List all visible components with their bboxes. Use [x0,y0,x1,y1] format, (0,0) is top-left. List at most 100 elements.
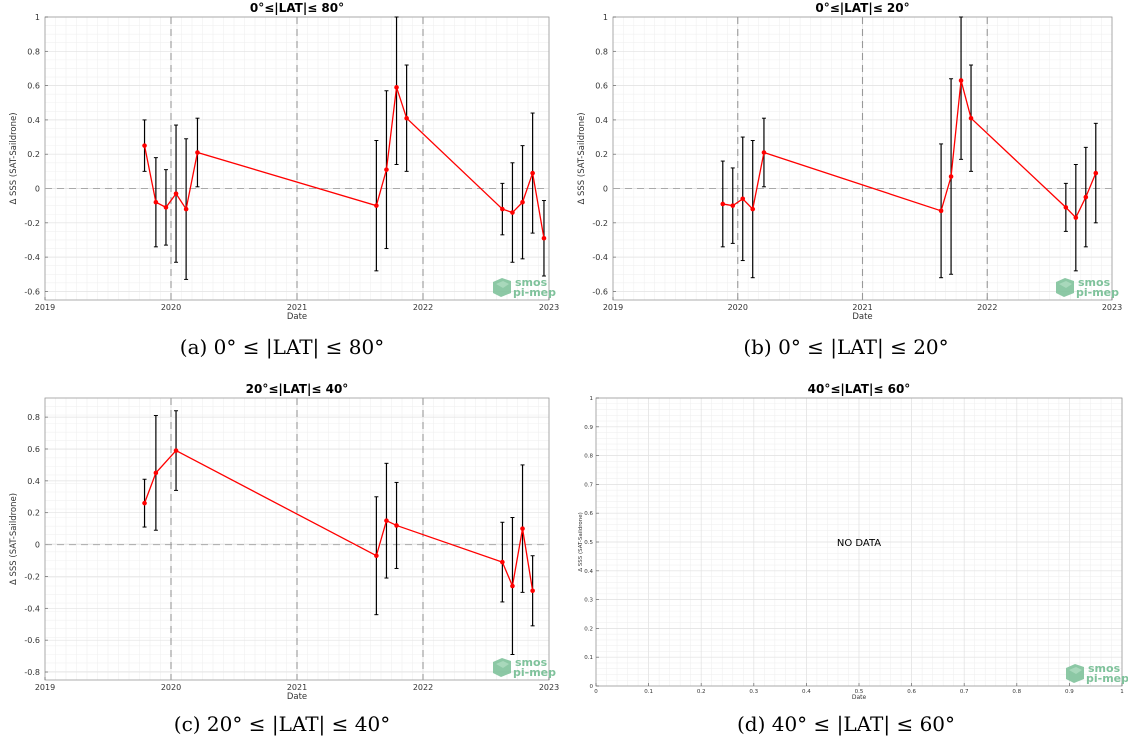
panel-c: 20°≤|LAT|≤ 40° 2019 2020 2021 2022 2023 -0.8 -0… [0,374,564,749]
y-tick-label: -0.4 [24,253,40,262]
y-tick-label: 0.5 [584,540,593,546]
y-tick-label: 0.4 [27,116,40,125]
data-point [510,210,515,215]
y-tick-label: 1 [590,396,594,402]
y-tick-label: 1 [35,13,40,22]
x-axis-label: Date [287,692,307,702]
data-point [394,85,399,90]
logo-icon-facet [1059,281,1072,288]
data-point [510,583,515,589]
data-point [404,115,409,121]
y-tick-label: 0 [603,185,608,194]
y-axis-label: Δ SSS (SAT-Saildrone) [578,512,584,572]
y-tick-label: 0.6 [27,445,40,454]
data-point [142,500,147,506]
y-tick-label: 0.2 [595,150,608,159]
data-point [938,208,944,214]
data-point [1093,170,1099,176]
data-point [183,206,189,212]
chart-d: 40°≤|LAT|≤ 60° 0 0.1 0.2 0.3 0.4 0.5 0.6 0.7 0.8 0… [578,382,1128,701]
x-tick-label: 2023 [1102,303,1122,312]
logo-line1: smos [1088,662,1121,675]
data-point [1073,215,1079,220]
data-point [530,170,535,176]
data-point [750,206,756,212]
y-tick-label: 0.2 [584,626,593,632]
y-tick-label: -0.6 [24,636,40,645]
x-axis-label: Date [852,694,867,701]
logo-icon-facet [496,281,509,288]
logo-line1: smos [515,656,548,669]
y-tick-label: 0.6 [584,511,593,517]
x-tick-label: 2022 [413,303,433,312]
panel-d: 40°≤|LAT|≤ 60° 0 0.1 0.2 0.3 0.4 0.5 0.6 0.7 0.8 0… [564,374,1128,749]
y-tick-label: 0.6 [595,82,608,91]
data-point [374,553,379,559]
x-tick-label: 2019 [35,683,55,692]
data-point [1083,194,1089,200]
x-tick-label: 2019 [35,303,55,312]
y-tick-label: 0.9 [584,425,593,431]
x-tick-label: 2020 [728,303,748,312]
data-point [374,203,379,208]
y-tick-label: 0.8 [27,47,40,56]
y-tick-label: -0.6 [24,287,40,296]
x-tick-label: 2020 [161,683,181,692]
x-tick-label: 0.4 [802,689,811,695]
x-tick-label: 0.5 [855,689,864,695]
logo-line1: smos [515,276,548,289]
data-point [384,167,389,172]
y-axis-label: Δ SSS (SAT-Saildrone) [577,112,587,204]
logo-icon-facet [496,661,509,668]
y-tick-label: -0.8 [24,668,40,677]
data-point [541,235,547,241]
chart-title: 0°≤|LAT|≤ 80° [250,1,344,15]
x-tick-label: 0.8 [1012,689,1021,695]
logo-line2: pi-mep [1076,286,1119,299]
logo-line2: pi-mep [1086,672,1128,685]
x-tick-label: 1 [1120,689,1124,695]
x-tick-label: 0.2 [697,689,706,695]
data-point [163,205,169,210]
y-tick-label: 0.8 [27,413,40,422]
data-point [153,470,159,476]
y-tick-label: 0.8 [595,47,608,56]
panel-a: 0°≤|LAT|≤ 80° 2019 2020 2021 2022 2023 -0.6 -0.… [0,0,564,374]
data-point [958,78,964,83]
logo-line2: pi-mep [513,666,556,679]
x-tick-label: 2023 [539,303,559,312]
data-point [153,199,159,205]
data-point [740,196,746,202]
data-point [761,150,767,155]
y-tick-label: -0.6 [592,287,608,296]
x-tick-label: 0.1 [644,689,653,695]
x-tick-label: 0.9 [1065,689,1074,695]
panel-b: 0°≤|LAT|≤ 20° 2019 2020 2021 2022 2023 -0.6 -0.… [564,0,1128,374]
x-tick-label: 0.7 [960,689,969,695]
x-tick-label: 2022 [977,303,997,312]
x-tick-label: 2020 [161,303,181,312]
y-tick-label: 0.2 [27,150,40,159]
y-tick-label: 0.8 [584,454,593,460]
y-axis-label: Δ SSS (SAT-Saildrone) [9,493,19,585]
series-line [143,449,534,591]
y-tick-label: 1 [603,13,608,22]
x-tick-label: 2021 [287,303,307,312]
x-tick-label: 2021 [852,303,872,312]
x-axis-label: Date [287,312,307,322]
x-tick-label: 2023 [539,683,559,692]
x-tick-label: 0.6 [907,689,916,695]
data-point [195,150,200,155]
data-point [173,191,179,196]
data-point [730,203,736,208]
data-point [968,115,974,121]
y-tick-label: 0 [35,541,40,550]
chart-c: 20°≤|LAT|≤ 40° 2019 2020 2021 2022 2023 -0.8 -0… [9,382,559,702]
chart-b: 0°≤|LAT|≤ 20° 2019 2020 2021 2022 2023 -0.6 -0.… [577,1,1122,322]
data-point [1063,205,1069,210]
y-axis-label: Δ SSS (SAT-Saildrone) [9,112,19,204]
caption-d: (d) 40° ≤ |LAT| ≤ 60° [736,712,956,736]
data-point [530,588,535,594]
